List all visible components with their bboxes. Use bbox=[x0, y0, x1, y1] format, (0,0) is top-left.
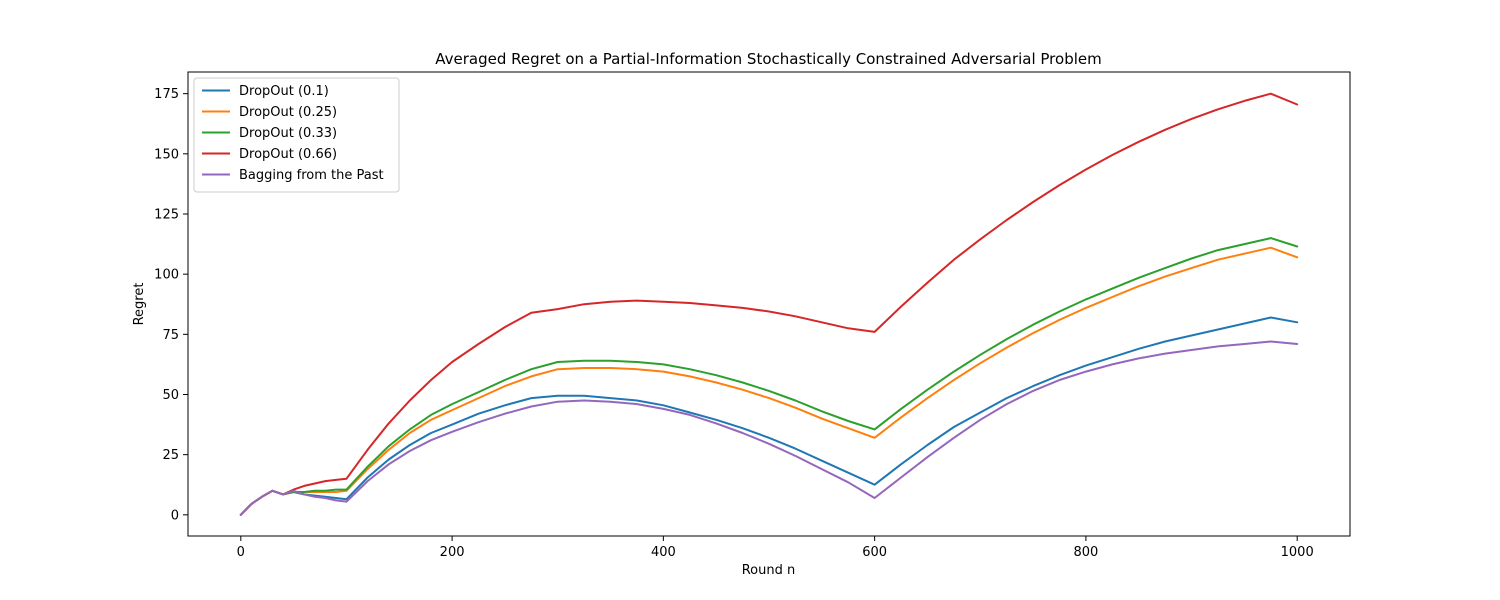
y-tick-label: 100 bbox=[154, 268, 179, 283]
y-axis: 0 25 50 75 100 125 150 175 bbox=[154, 87, 188, 523]
series-line-5 bbox=[239, 340, 1299, 516]
y-axis-label: Regret bbox=[132, 283, 147, 326]
x-tick-label: 0 bbox=[237, 545, 245, 560]
x-tick-label: 200 bbox=[440, 545, 465, 560]
y-tick-label: 50 bbox=[162, 388, 179, 403]
legend-label: Bagging from the Past bbox=[239, 168, 384, 183]
y-tick-label: 150 bbox=[154, 147, 179, 162]
series-line-1 bbox=[239, 316, 1299, 516]
x-tick-label: 400 bbox=[651, 545, 676, 560]
series-layer bbox=[239, 92, 1299, 516]
legend-box bbox=[193, 77, 400, 193]
series-line-4 bbox=[239, 92, 1299, 516]
legend-label: DropOut (0.33) bbox=[239, 126, 337, 141]
chart-title: Averaged Regret on a Partial-Information… bbox=[435, 50, 1101, 68]
series-line-3 bbox=[239, 237, 1299, 516]
legend-label: DropOut (0.25) bbox=[239, 105, 337, 120]
x-tick-label: 600 bbox=[862, 545, 887, 560]
legend-label: DropOut (0.1) bbox=[239, 84, 329, 99]
y-tick-label: 175 bbox=[154, 87, 179, 102]
y-tick-label: 75 bbox=[162, 328, 179, 343]
x-tick-label: 1000 bbox=[1281, 545, 1314, 560]
legend-label: DropOut (0.66) bbox=[239, 147, 337, 162]
legend: DropOut (0.1) DropOut (0.25) DropOut (0.33… bbox=[193, 77, 400, 193]
y-tick-label: 0 bbox=[171, 508, 179, 523]
x-axis: 0 200 400 600 800 1000 bbox=[237, 536, 1314, 560]
x-axis-label: Round n bbox=[742, 563, 796, 578]
y-tick-label: 25 bbox=[162, 448, 179, 463]
plot-area bbox=[187, 71, 1351, 537]
y-tick-label: 125 bbox=[154, 207, 179, 222]
x-tick-label: 800 bbox=[1073, 545, 1098, 560]
series-line-2 bbox=[239, 246, 1299, 516]
